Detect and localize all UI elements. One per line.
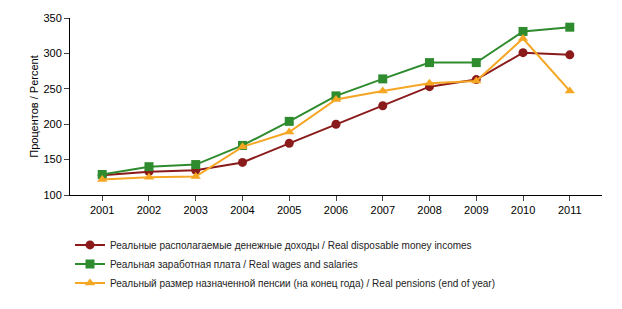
svg-text:2009: 2009: [464, 204, 488, 216]
svg-text:Процентов / Percent: Процентов / Percent: [28, 55, 40, 157]
svg-text:2008: 2008: [417, 204, 441, 216]
svg-text:250: 250: [43, 83, 61, 95]
svg-text:2001: 2001: [90, 204, 114, 216]
svg-text:100: 100: [43, 189, 61, 201]
svg-text:Реальные располагаемые денежны: Реальные располагаемые денежные доходы /…: [110, 240, 472, 251]
svg-text:350: 350: [43, 12, 61, 24]
svg-text:2007: 2007: [371, 204, 395, 216]
svg-text:200: 200: [43, 118, 61, 130]
svg-text:2005: 2005: [277, 204, 301, 216]
svg-text:2011: 2011: [558, 204, 582, 216]
svg-text:2006: 2006: [324, 204, 348, 216]
svg-text:2002: 2002: [137, 204, 161, 216]
svg-text:2004: 2004: [230, 204, 254, 216]
svg-text:Реальный размер назначенной пе: Реальный размер назначенной пенсии (на к…: [110, 278, 495, 289]
svg-text:Реальная заработная плата / Re: Реальная заработная плата / Real wages a…: [110, 259, 358, 270]
svg-text:300: 300: [43, 47, 61, 59]
svg-text:2003: 2003: [183, 204, 207, 216]
svg-text:2010: 2010: [511, 204, 535, 216]
svg-text:150: 150: [43, 153, 61, 165]
